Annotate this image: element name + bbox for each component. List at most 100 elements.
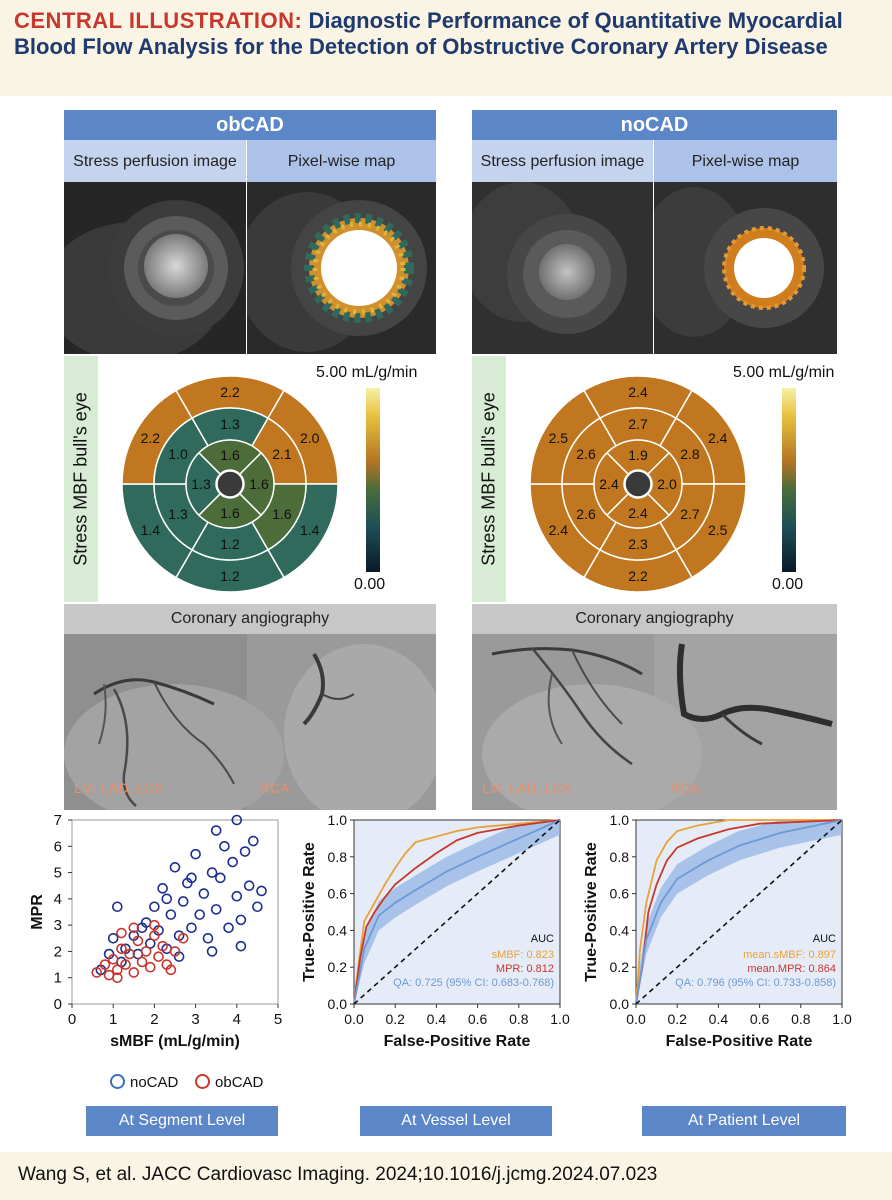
bullseye-value-label: 2.0: [300, 430, 320, 446]
nocad-stress-perfusion-image: [472, 182, 653, 354]
nocad-pixel-wise-map: [654, 182, 837, 354]
y-tick-label: 2: [54, 943, 62, 960]
bullseye-value-label: 1.0: [168, 446, 188, 462]
bullseye-value-label: 2.6: [576, 506, 596, 522]
scatter-point-obcad: [165, 964, 177, 976]
scatter-point-nocad: [206, 946, 218, 957]
x-axis-label: sMBF (mL/g/min): [110, 1033, 240, 1050]
y-tick-label: 0.6: [328, 886, 348, 902]
scatter-point-nocad: [202, 932, 214, 944]
bullseye-value-label: 1.4: [141, 522, 161, 538]
bullseye-value-label: 2.5: [549, 430, 569, 446]
y-tick-label: 0: [54, 996, 62, 1013]
bullseye-value-label: 2.4: [628, 505, 648, 521]
scatter-point-obcad: [153, 951, 164, 962]
y-axis-label: True-Positive Rate: [583, 842, 600, 982]
y-tick-label: 1: [54, 970, 62, 987]
scatter-point-nocad: [177, 896, 189, 907]
scatter-point-nocad: [227, 856, 238, 868]
y-tick-label: 5: [54, 865, 62, 882]
obcad-pixel-wise-map: [247, 182, 436, 354]
scatter-point-nocad: [149, 901, 160, 913]
illustration-panel: obCAD Stress perfusion image Pixel-wise …: [0, 96, 892, 1152]
auc-label-smbf: sMBF: 0.823: [492, 949, 554, 961]
bullseye-segment: [197, 492, 263, 529]
nocad-bullseye-label-band: Stress MBF bull's eye: [472, 356, 506, 602]
obcad-col-stress-perfusion: Stress perfusion image: [64, 140, 246, 182]
bullseye-value-label: 2.2: [141, 430, 161, 446]
title-lead: CENTRAL ILLUSTRATION:: [14, 8, 303, 33]
legend-obcad-label: obCAD: [215, 1074, 264, 1091]
bullseye-value-label: 2.8: [680, 446, 700, 462]
x-tick-label: 3: [191, 1011, 199, 1028]
scatter-point-obcad: [149, 930, 160, 941]
y-tick-label: 0.2: [610, 959, 630, 975]
y-tick-label: 1.0: [328, 812, 348, 828]
roc-line-mpr: [353, 819, 561, 1005]
x-tick-label: 0.2: [667, 1011, 687, 1027]
x-tick-label: 2: [150, 1011, 158, 1028]
obcad-angio-right-label: RCA: [260, 780, 290, 796]
scatter-point-obcad: [91, 967, 103, 978]
scatter-point-nocad: [256, 885, 267, 897]
x-tick-label: 0.0: [626, 1011, 646, 1027]
scatter-point-obcad: [116, 943, 127, 955]
scatter-point-nocad: [112, 901, 123, 913]
scatter-point-obcad: [132, 935, 144, 947]
patient-roc-chart: 0.00.0 0.2 0.2 0.4 0.4 0.6 0.6 0.8 0.8 1.0 1.0 Fals…: [583, 812, 852, 1050]
x-tick-label: 4: [233, 1011, 241, 1028]
bullseye-value-label: 1.3: [191, 476, 211, 492]
legend-item-obcad: obCAD: [195, 1074, 263, 1091]
qa-confidence-band: [354, 820, 560, 1004]
scatter-point-nocad: [239, 846, 251, 857]
nocad-marker-icon: [110, 1074, 125, 1089]
auc-label-qa: QA: 0.796 (95% CI: 0.733-0.858): [675, 977, 836, 989]
obcad-scale-min: 0.00: [354, 576, 386, 593]
scatter-point-nocad: [169, 862, 181, 873]
auc-label-mean-smbf: mean.sMBF: 0.897: [743, 949, 836, 961]
obcad-angio-left-label: LM, LAD, LCX: [74, 780, 164, 796]
y-tick-label: 0.8: [610, 849, 630, 865]
bullseye-value-label: 2.0: [657, 476, 677, 492]
citation: Wang S, et al. JACC Cardiovasc Imaging. …: [18, 1164, 658, 1185]
bullseye-value-label: 2.4: [599, 476, 619, 492]
scatter-point-nocad: [210, 904, 222, 915]
x-tick-label: 0.6: [468, 1011, 488, 1027]
scatter-point-obcad: [136, 956, 148, 968]
nocad-bullseye-label: Stress MBF bull's eye: [478, 392, 499, 566]
scatter-point-obcad: [128, 967, 140, 978]
x-tick-label: 1: [109, 1011, 117, 1028]
bullseye-value-label: 2.7: [680, 506, 700, 522]
obcad-scale-max: 5.00 mL/g/min: [316, 364, 418, 381]
roc-line-smbf: [353, 819, 561, 1005]
y-tick-label: 7: [54, 812, 62, 829]
scatter-point-nocad: [206, 867, 218, 878]
bullseye-value-label: 2.6: [576, 446, 596, 462]
bullseye-value-label: 1.3: [168, 506, 188, 522]
scatter-point-nocad: [243, 880, 255, 892]
obcad-bullseye-label-band: Stress MBF bull's eye: [64, 356, 98, 602]
bullseye-value-label: 1.4: [300, 522, 320, 538]
y-tick-label: 0.0: [610, 996, 630, 1012]
y-tick-label: 0.6: [610, 886, 630, 902]
y-tick-label: 0.0: [328, 996, 348, 1012]
nocad-colorbar: [782, 388, 796, 572]
scatter-point-nocad: [247, 835, 259, 847]
scatter-point-obcad: [124, 948, 135, 960]
scatter-point-nocad: [235, 940, 247, 952]
legend-item-nocad: noCAD: [110, 1074, 178, 1091]
scatter-point-nocad: [215, 872, 226, 884]
nocad-col-stress-perfusion: Stress perfusion image: [472, 140, 653, 182]
scatter-point-nocad: [198, 888, 210, 899]
x-axis-label: False-Positive Rate: [384, 1033, 531, 1050]
bullseye-segment: [185, 451, 222, 517]
header: CENTRAL ILLUSTRATION: Diagnostic Perform…: [0, 0, 892, 96]
nocad-angio-left-label: LM, LAD, LCX: [482, 780, 572, 796]
scatter-point-nocad: [231, 814, 243, 826]
x-tick-label: 1.0: [832, 1011, 852, 1027]
scatter-point-nocad: [157, 883, 168, 894]
x-tick-label: 0.2: [385, 1011, 405, 1027]
bullseye-value-label: 2.7: [628, 416, 648, 432]
scatter-point-nocad: [252, 901, 263, 913]
y-axis-label: True-Positive Rate: [301, 842, 318, 982]
